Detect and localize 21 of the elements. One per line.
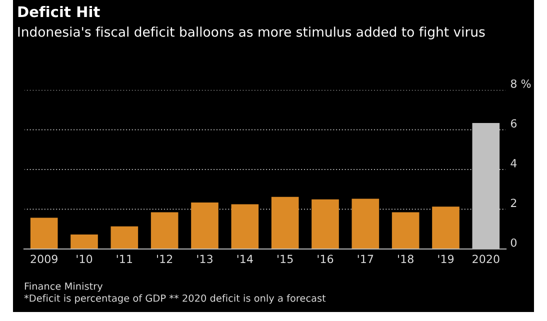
x-tick-label: '19 [438,254,454,264]
x-tick-label: '10 [76,254,92,264]
x-tick-label: 2020 [472,254,500,264]
chart-title: Deficit Hit [18,6,100,18]
x-tick-label: '15 [278,254,293,264]
y-tick-label: 8 % [510,79,531,88]
x-tick-label: '12 [157,254,172,263]
x-tick-label: '14 [237,254,253,263]
x-tick-label: 2009 [30,254,58,264]
x-tick-label: '17 [358,254,374,263]
text: Finance Ministry [24,282,103,292]
x-tick-label: '16 [318,254,334,264]
y-tick-label: 0 [510,238,516,247]
chart-subtitle: Indonesia's fiscal deficit balloons as more stimulus added to fight virus [18,26,485,40]
y-tick-label: 2 [510,198,516,207]
y-tick-label: 6 [510,119,517,128]
x-tick-label: '13 [197,254,212,264]
x-tick-label: '11 [116,254,132,263]
y-tick-label: 4 [510,159,517,168]
text: *Deficit is percentage of GDP ** 2020 deficit is only a forecast [24,294,326,304]
x-tick-label: '18 [398,254,414,264]
